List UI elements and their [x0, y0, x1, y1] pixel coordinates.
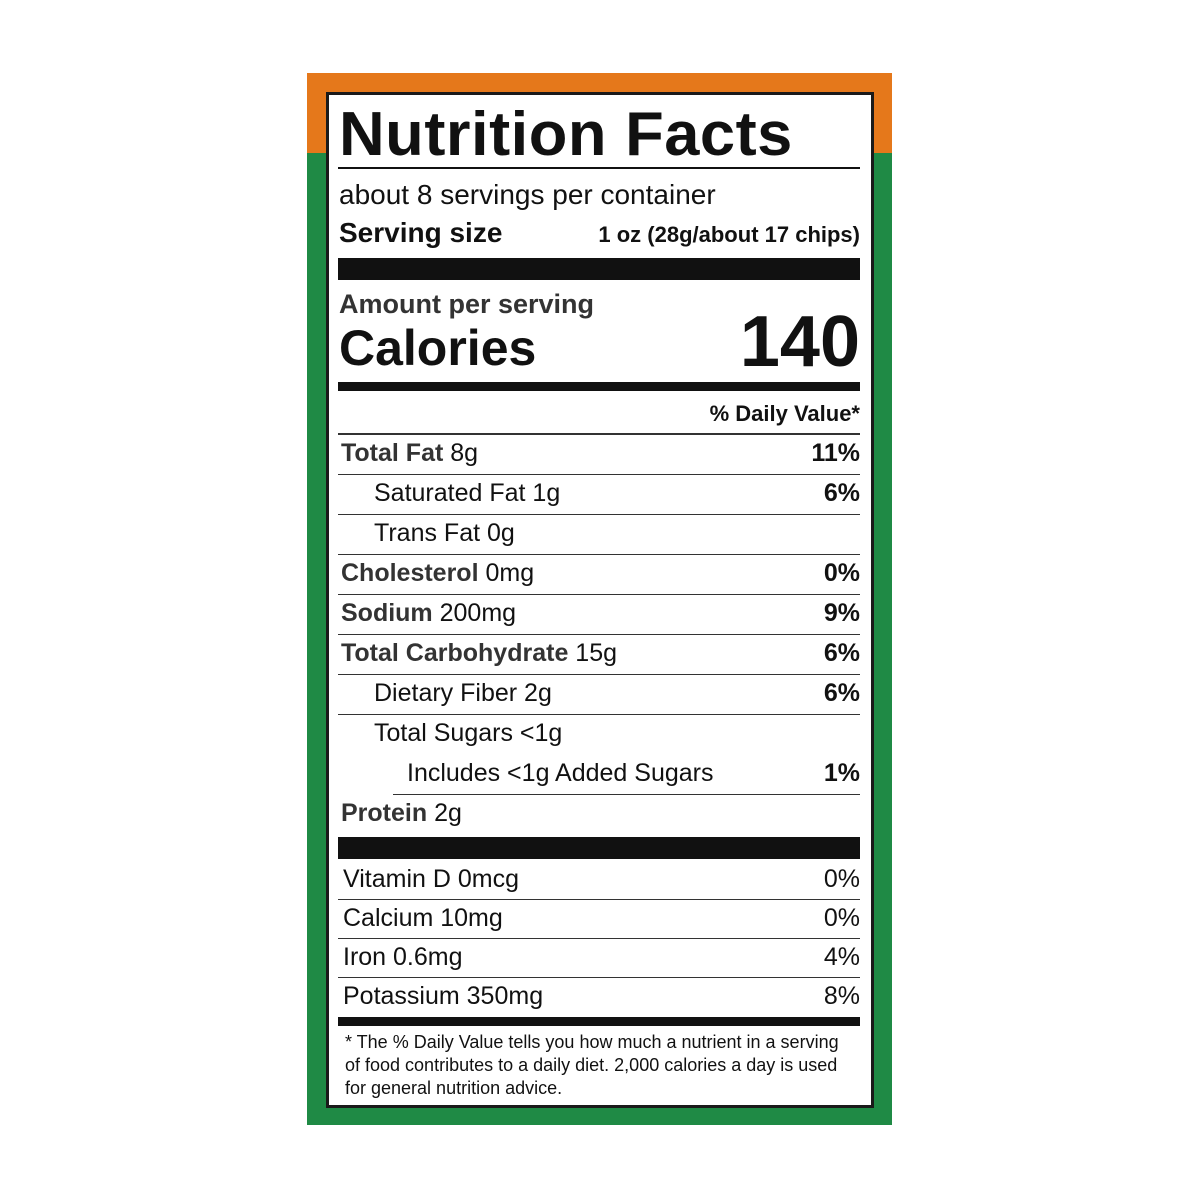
nutrient-row-sodium: Sodium 200mg 9%: [338, 595, 860, 635]
nutrient-amount: 200mg: [439, 599, 517, 627]
nutrient-dv: 11%: [811, 439, 860, 467]
calories-label: Calories: [339, 320, 537, 376]
nutrient-dv: 1%: [823, 759, 860, 787]
amount-per-serving: Amount per serving: [339, 289, 595, 319]
nutrient-dv: 9%: [823, 599, 860, 627]
vitamin-row: Calcium 10mg 0%: [338, 900, 860, 939]
nutrient-amount: 8g: [450, 439, 479, 467]
servings-per-container: about 8 servings per container: [339, 179, 716, 210]
daily-value-header: % Daily Value*: [709, 401, 860, 426]
vitamin-row: Vitamin D 0mcg 0%: [338, 861, 860, 900]
nutrient-name: Trans Fat 0g: [374, 519, 515, 547]
nutrition-facts-label: Nutrition Facts about 8 servings per con…: [326, 92, 874, 1108]
nutrient-amount: 2g: [434, 799, 462, 827]
thick-divider: [338, 258, 860, 280]
medium-divider: [338, 1017, 860, 1026]
nutrient-name: Cholesterol: [341, 559, 479, 587]
nutrient-row-added-sugars: Includes <1g Added Sugars 1%: [393, 755, 860, 795]
vitamin-name: Potassium 350mg: [343, 982, 544, 1010]
nutrient-dv: 6%: [823, 479, 860, 507]
nutrient-name: Total Fat: [341, 439, 444, 467]
nutrient-row-total-carbohydrate: Total Carbohydrate 15g 6%: [338, 635, 860, 675]
divider: [338, 167, 860, 169]
vitamin-dv: 0%: [823, 865, 860, 893]
vitamin-dv: 0%: [823, 904, 860, 932]
nutrient-amount: 15g: [575, 639, 618, 667]
nutrient-name: Total Carbohydrate: [341, 639, 569, 667]
nutrient-dv: 6%: [823, 679, 860, 707]
nutrient-dv: 0%: [823, 559, 860, 587]
vitamin-row: Potassium 350mg 8%: [338, 978, 860, 1017]
nutrient-name: Total Sugars <1g: [374, 719, 563, 747]
vitamin-dv: 4%: [823, 943, 860, 971]
nutrient-amount: 0mg: [485, 559, 535, 587]
footnote: * The % Daily Value tells you how much a…: [345, 1032, 839, 1098]
nutrient-dv: 6%: [823, 639, 860, 667]
nutrient-name: Protein: [341, 799, 428, 827]
divider: [338, 433, 860, 435]
thick-divider: [338, 837, 860, 859]
nutrient-name: Includes <1g Added Sugars: [407, 759, 714, 787]
vitamin-name: Calcium 10mg: [343, 904, 503, 932]
vitamin-name: Iron 0.6mg: [343, 943, 463, 971]
nutrient-row-saturated-fat: Saturated Fat 1g 6%: [338, 475, 860, 515]
nutrient-name: Dietary Fiber 2g: [374, 679, 552, 707]
vitamin-dv: 8%: [823, 982, 860, 1010]
nutrient-row-cholesterol: Cholesterol 0mg 0%: [338, 555, 860, 595]
serving-size-label: Serving size: [339, 217, 503, 248]
nutrient-row-protein: Protein 2g: [338, 795, 860, 835]
nutrient-row-trans-fat: Trans Fat 0g: [338, 515, 860, 555]
vitamin-name: Vitamin D 0mcg: [343, 865, 519, 893]
calories-value: 140: [739, 302, 860, 382]
vitamin-row: Iron 0.6mg 4%: [338, 939, 860, 978]
nutrient-name: Sodium: [341, 599, 433, 627]
serving-size-value: 1 oz (28g/about 17 chips): [598, 222, 860, 247]
nutrient-row-total-sugars: Total Sugars <1g: [338, 715, 860, 755]
label-title: Nutrition Facts: [339, 100, 793, 169]
nutrient-row-dietary-fiber: Dietary Fiber 2g 6%: [338, 675, 860, 715]
medium-divider: [338, 382, 860, 391]
nutrient-row-total-fat: Total Fat 8g 11%: [338, 435, 860, 475]
nutrient-name: Saturated Fat 1g: [374, 479, 561, 507]
